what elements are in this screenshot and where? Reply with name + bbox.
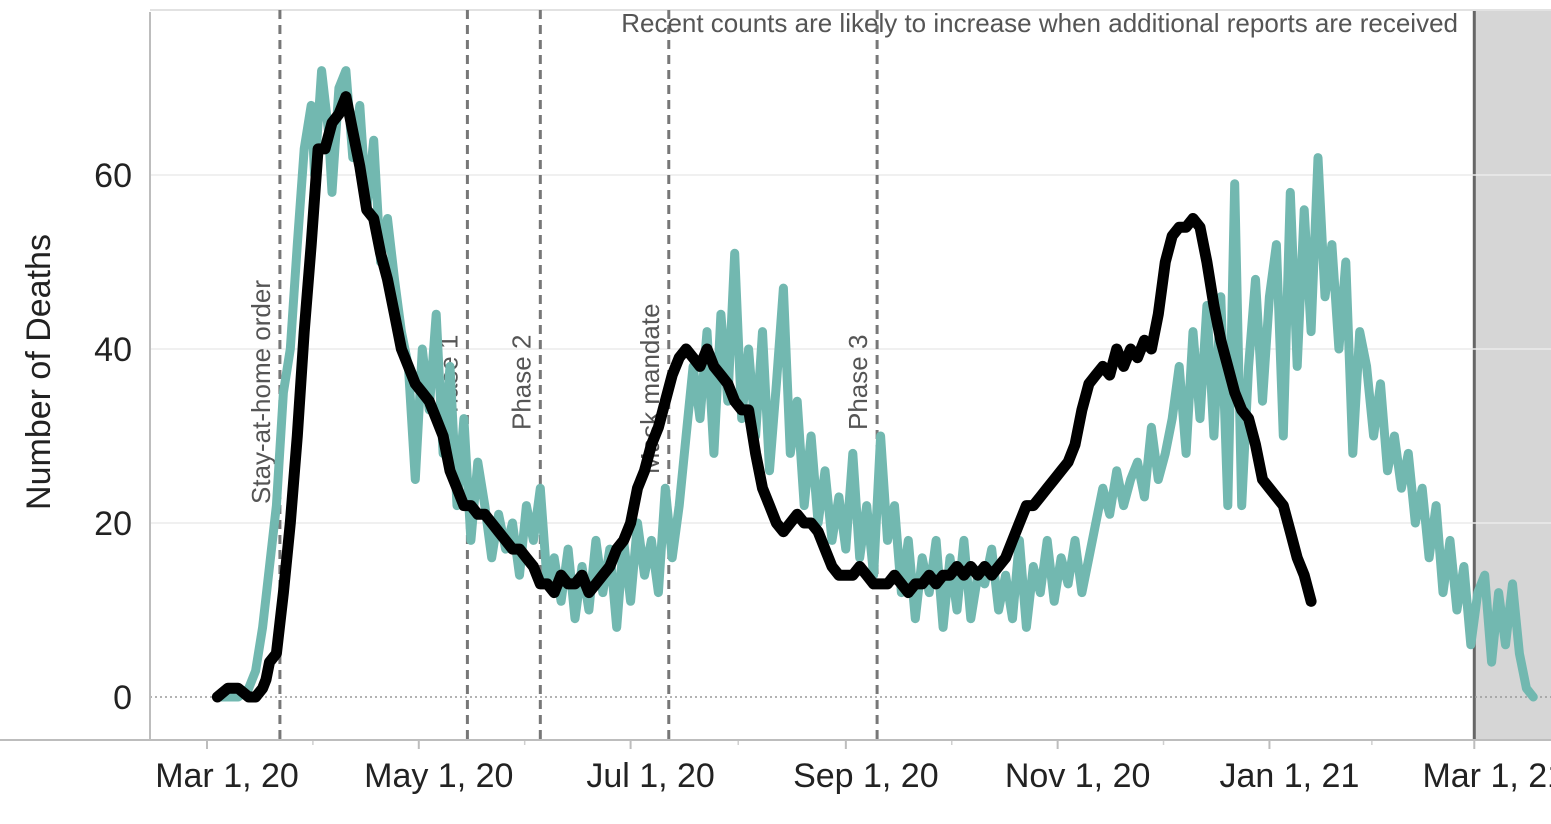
x-tick-label: Mar 1, 20 — [155, 757, 299, 795]
x-tick-label: Sep 1, 20 — [793, 757, 939, 795]
x-tick-label: May 1, 20 — [364, 757, 513, 795]
axes — [0, 9, 1551, 741]
y-tick-label: 40 — [94, 331, 132, 369]
annotation-note: Recent counts are likely to increase whe… — [621, 8, 1458, 38]
y-tick-label: 0 — [113, 679, 132, 717]
event-label: Phase 2 — [506, 335, 536, 430]
series — [211, 66, 1538, 703]
y-axis-title: Number of Deaths — [20, 234, 58, 510]
x-tick-label: Mar 1, 21 — [1422, 757, 1551, 795]
event-markers: Stay-at-home order Phase 1 Phase 2 Mask man… — [246, 10, 879, 740]
event-label: Phase 3 — [843, 335, 873, 430]
seven-day-average-line — [211, 91, 1317, 703]
x-tick-label: Nov 1, 20 — [1005, 757, 1151, 795]
event-label: Stay-at-home order — [246, 280, 276, 504]
daily-deaths-line — [212, 66, 1538, 702]
x-tick-label: Jan 1, 21 — [1219, 757, 1359, 795]
y-tick-label: 20 — [94, 505, 132, 543]
y-tick-label: 60 — [94, 157, 132, 195]
x-tick-label: Jul 1, 20 — [586, 757, 715, 795]
tick-labels: 0 20 40 60 Mar 1, 20 May 1, 20 Jul 1, 20 Sep 1,… — [94, 157, 1551, 795]
